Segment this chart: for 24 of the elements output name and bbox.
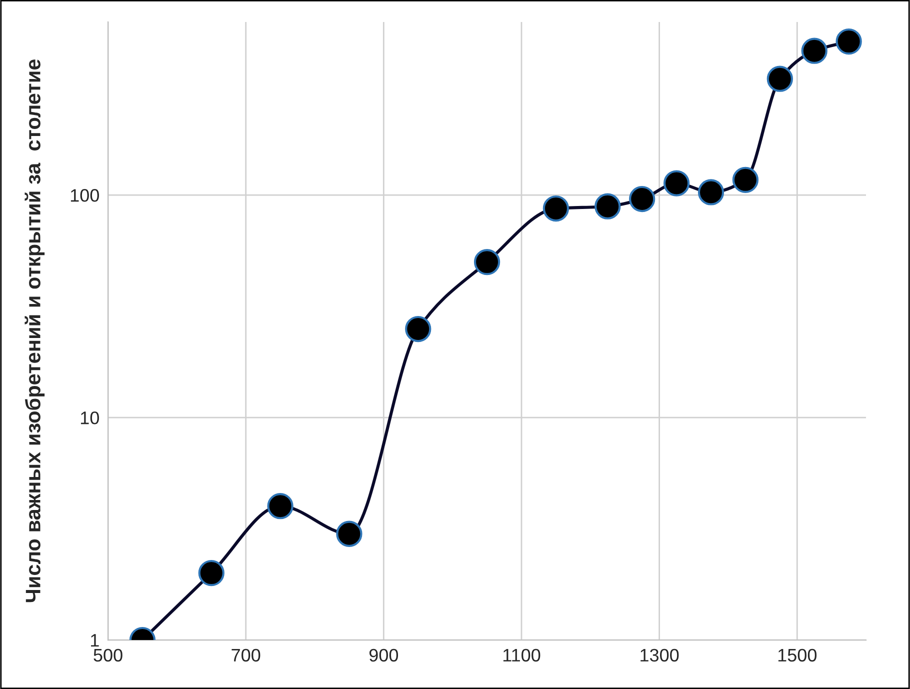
point xyxy=(629,186,656,212)
y-axis-title: Число важных изобретений и открытий за столетие xyxy=(24,59,45,602)
point xyxy=(542,195,570,222)
y-tick-label: 1 xyxy=(91,634,99,647)
point xyxy=(732,166,759,193)
point xyxy=(766,66,793,92)
y-tick-label: 10 xyxy=(80,411,99,424)
x-tick-label: 500 xyxy=(94,648,122,662)
point xyxy=(836,28,862,55)
point xyxy=(267,493,294,520)
y-tick-label: 100 xyxy=(70,189,99,202)
point xyxy=(663,170,690,196)
point xyxy=(474,248,500,276)
point xyxy=(405,316,432,342)
x-tick-label: 700 xyxy=(232,648,260,662)
point xyxy=(594,193,621,220)
point xyxy=(336,520,362,547)
x-tick-label: 900 xyxy=(369,648,398,662)
point xyxy=(801,38,828,64)
point xyxy=(698,179,724,206)
x-tick-label: 1500 xyxy=(778,648,817,662)
point xyxy=(198,560,224,586)
x-tick-label: 1100 xyxy=(503,648,540,662)
x-tick-label: 1300 xyxy=(640,648,679,662)
